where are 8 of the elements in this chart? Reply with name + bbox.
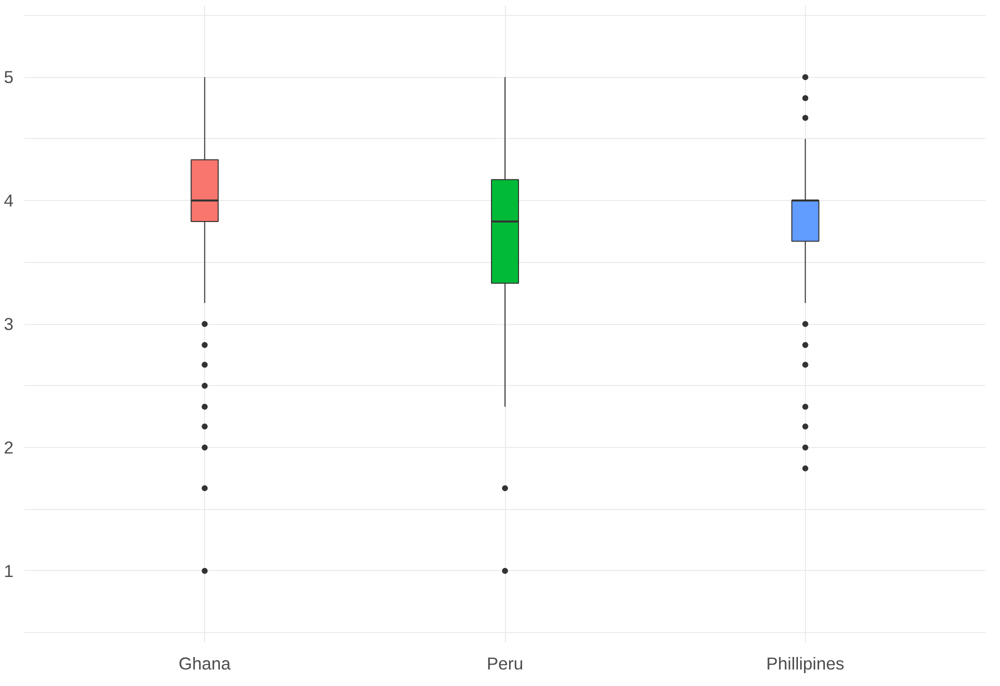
x-tick-label: Peru	[486, 654, 524, 674]
x-tick-label: Phillipines	[766, 654, 845, 674]
y-tick-label: 1	[4, 560, 14, 581]
y-tick-label: 4	[4, 190, 14, 211]
y-tick-label: 5	[4, 67, 14, 88]
x-tick-label: Ghana	[178, 654, 232, 674]
y-tick-label: 3	[4, 314, 14, 334]
y-tick-label: 2	[4, 437, 14, 458]
